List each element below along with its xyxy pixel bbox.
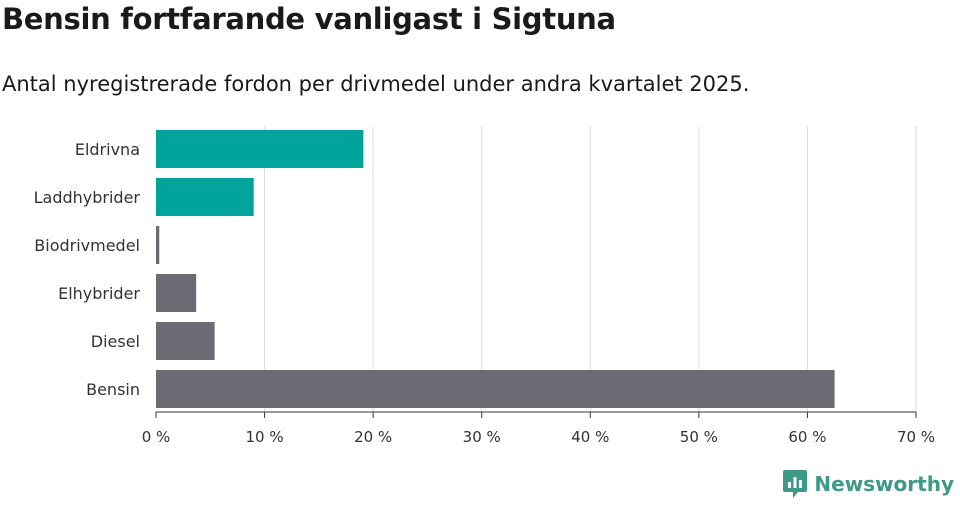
x-tick-label: 40 % — [571, 428, 609, 446]
bar-elhybrider — [156, 274, 197, 312]
x-tick-label: 30 % — [463, 428, 501, 446]
x-axis: 0 % 10 % 20 % 30 % 40 % 50 % 60 % 70 % — [142, 411, 935, 446]
category-label: Laddhybrider — [34, 188, 141, 207]
category-label: Bensin — [86, 380, 140, 399]
category-label: Biodrivmedel — [34, 236, 140, 255]
bar-bensin — [156, 370, 835, 408]
gridlines — [264, 126, 917, 412]
category-label: Eldrivna — [75, 140, 140, 159]
chart-subtitle: Antal nyregistrerade fordon per drivmede… — [2, 72, 750, 96]
x-tick-label: 50 % — [680, 428, 718, 446]
x-tick-label: 60 % — [788, 428, 826, 446]
category-labels: Eldrivna Laddhybrider Biodrivmedel Elhybrid… — [34, 140, 141, 399]
bar-laddhybrider — [156, 178, 254, 216]
bar-biodrivmedel — [156, 226, 160, 264]
chart-title: Bensin fortfarande vanligast i Sigtuna — [2, 2, 616, 36]
bar-chart-logo-icon — [783, 470, 808, 498]
category-label: Elhybrider — [58, 284, 140, 303]
x-tick-label: 10 % — [246, 428, 284, 446]
x-tick-label: 70 % — [897, 428, 935, 446]
bar-eldrivna — [156, 130, 364, 168]
newsworthy-logo: Newsworthy — [782, 469, 954, 499]
x-tick-label: 0 % — [142, 428, 171, 446]
x-tick-label: 20 % — [354, 428, 392, 446]
brand-name: Newsworthy — [814, 472, 954, 496]
category-label: Diesel — [91, 332, 140, 351]
bar-diesel — [156, 322, 215, 360]
bars — [156, 130, 835, 408]
